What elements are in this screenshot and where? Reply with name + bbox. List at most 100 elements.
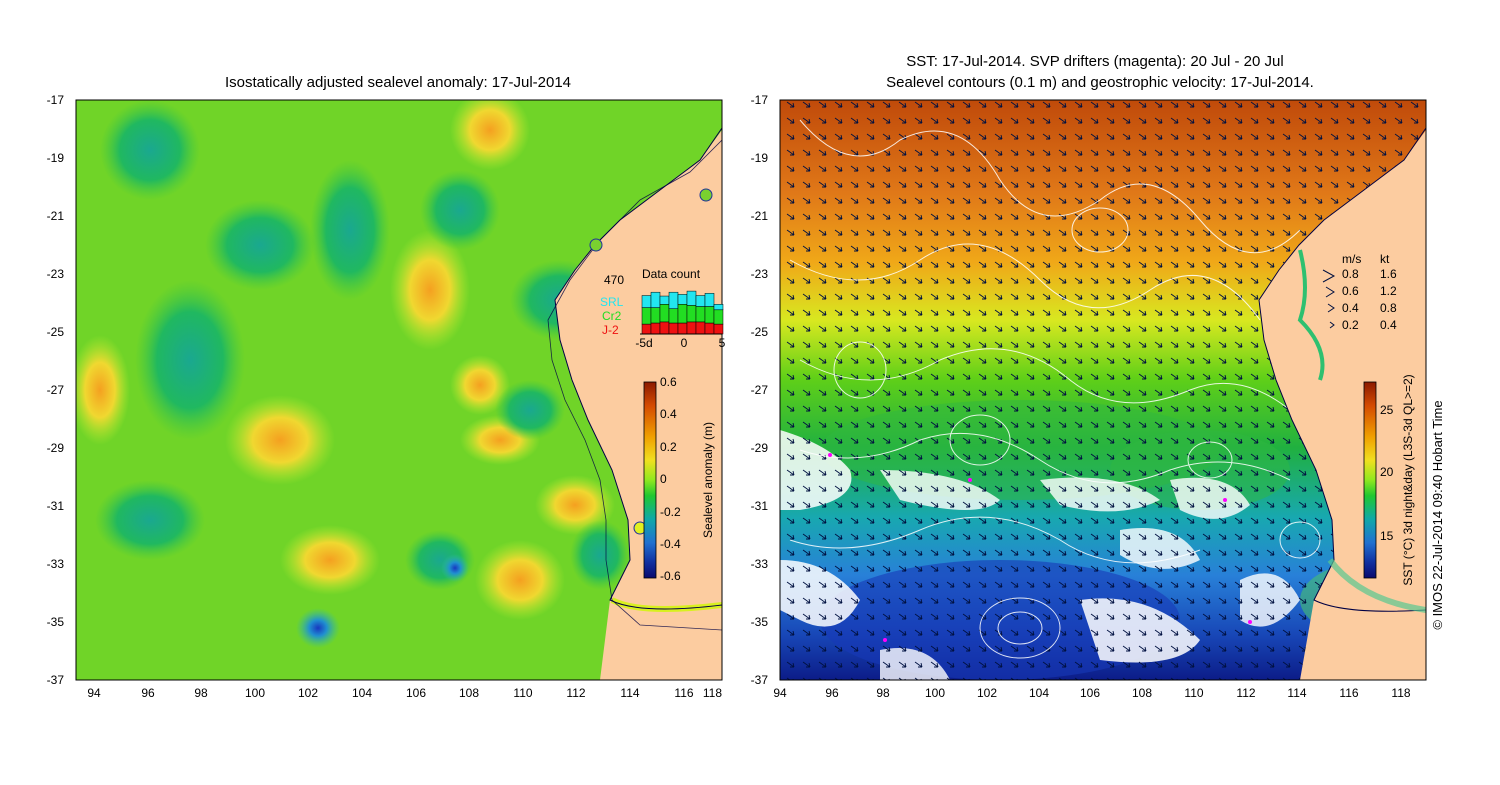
svg-text:-29: -29: [751, 441, 769, 455]
svg-text:-17: -17: [751, 93, 769, 107]
left-x-axis: 94 96 98 100 102 104 106 108 110 112 114…: [87, 686, 722, 700]
svg-text:110: 110: [513, 686, 532, 700]
data-count-inset: Data count 470 SRL Cr2 J-2 -5d 0 5: [600, 267, 726, 350]
svg-text:1.6: 1.6: [1380, 267, 1397, 281]
svg-text:-21: -21: [47, 209, 65, 223]
left-title: Isostatically adjusted sealevel anomaly:…: [225, 74, 571, 91]
data-count-max: 470: [604, 273, 624, 287]
count-bar-j2: [695, 321, 706, 335]
count-bar-srl: [686, 290, 697, 306]
count-bar-cr2: [686, 305, 697, 323]
count-bar-srl: [713, 304, 724, 311]
count-bar-srl: [650, 291, 661, 308]
svg-text:25: 25: [1380, 403, 1394, 417]
svg-text:m/s: m/s: [1342, 252, 1361, 266]
svg-text:106: 106: [1080, 686, 1100, 700]
svg-text:0.2: 0.2: [1342, 318, 1359, 332]
svg-text:102: 102: [977, 686, 997, 700]
right-colorbar: 25 20 15 SST (°C) 3d night&day (L3S-3d Q…: [1363, 374, 1415, 586]
svg-text:-33: -33: [47, 557, 65, 571]
count-bar-cr2: [659, 304, 670, 323]
count-bar-srl: [641, 295, 652, 308]
svg-text:0.6: 0.6: [1342, 284, 1359, 298]
svg-text:94: 94: [773, 686, 787, 700]
legend-j2: J-2: [602, 323, 619, 337]
svg-text:100: 100: [245, 686, 265, 700]
svg-text:0.6: 0.6: [660, 375, 677, 389]
svg-text:98: 98: [876, 686, 890, 700]
count-bar-cr2: [668, 308, 679, 324]
right-colorbar-label: SST (°C) 3d night&day (L3S-3d QL>=2): [1401, 374, 1415, 585]
svg-text:-31: -31: [47, 499, 65, 513]
count-bar-cr2: [641, 307, 652, 325]
svg-text:-19: -19: [751, 151, 769, 165]
count-bar-cr2: [695, 306, 706, 323]
svg-text:112: 112: [566, 686, 585, 700]
svg-text:-21: -21: [751, 209, 769, 223]
velocity-legend: m/s kt 0.8 1.6 0.6 1.2 0.4 0.8 0.2 0.4: [1322, 252, 1397, 332]
svg-text:106: 106: [406, 686, 426, 700]
svg-text:-27: -27: [751, 383, 769, 397]
svg-text:110: 110: [1184, 686, 1203, 700]
count-bar-j2: [650, 322, 661, 335]
count-bar-j2: [668, 322, 679, 335]
svg-text:116: 116: [674, 686, 693, 700]
svg-text:0.2: 0.2: [660, 440, 677, 454]
count-bar-srl: [695, 295, 706, 307]
svg-text:-25: -25: [47, 325, 65, 339]
svg-text:kt: kt: [1380, 252, 1390, 266]
count-bar-j2: [704, 322, 715, 335]
left-y-axis: -17 -19 -21 -23 -25 -27 -29 -31 -33 -35 …: [47, 93, 65, 687]
right-y-axis: -17 -19 -21 -23 -25 -27 -29 -31 -33 -35 …: [751, 93, 769, 687]
svg-text:-23: -23: [47, 267, 65, 281]
svg-text:-35: -35: [751, 615, 769, 629]
count-bar-cr2: [650, 307, 661, 324]
svg-text:15: 15: [1380, 529, 1394, 543]
svg-text:-19: -19: [47, 151, 65, 165]
svg-text:-33: -33: [751, 557, 769, 571]
svg-text:0.4: 0.4: [1342, 301, 1359, 315]
svg-text:-37: -37: [751, 673, 769, 687]
left-colorbar: 0.6 0.4 0.2 0 -0.2 -0.4 -0.6 Sealevel an…: [643, 375, 715, 583]
svg-text:-25: -25: [751, 325, 769, 339]
svg-text:1.2: 1.2: [1380, 284, 1397, 298]
count-bar-srl: [704, 293, 715, 307]
svg-text:104: 104: [1029, 686, 1049, 700]
svg-text:-23: -23: [751, 267, 769, 281]
count-bar-srl: [659, 295, 670, 305]
svg-text:118: 118: [1391, 686, 1410, 700]
svg-text:-27: -27: [47, 383, 65, 397]
svg-text:0.4: 0.4: [1380, 318, 1397, 332]
svg-text:0.8: 0.8: [1342, 267, 1359, 281]
left-map: [76, 100, 722, 680]
right-title-line1: SST: 17-Jul-2014. SVP drifters (magenta)…: [906, 53, 1283, 70]
svg-text:114: 114: [620, 686, 639, 700]
svg-text:104: 104: [352, 686, 372, 700]
svg-text:-0.2: -0.2: [660, 505, 681, 519]
right-title-line2: Sealevel contours (0.1 m) and geostrophi…: [886, 74, 1314, 91]
svg-text:94: 94: [87, 686, 101, 700]
svg-text:116: 116: [1339, 686, 1358, 700]
count-bar-j2: [677, 322, 688, 335]
svg-text:98: 98: [194, 686, 208, 700]
svg-text:-17: -17: [47, 93, 65, 107]
count-bar-j2: [659, 321, 670, 335]
count-bar-cr2: [713, 309, 724, 325]
svg-text:114: 114: [1287, 686, 1306, 700]
svg-text:-0.6: -0.6: [660, 569, 681, 583]
count-bar-j2: [641, 323, 652, 335]
data-count-bars: [641, 290, 724, 335]
count-axis-mid: 0: [681, 336, 688, 350]
svg-text:-37: -37: [47, 673, 65, 687]
svg-text:118: 118: [703, 686, 722, 700]
svg-text:0.4: 0.4: [660, 407, 677, 421]
svg-text:108: 108: [1132, 686, 1152, 700]
svg-text:108: 108: [459, 686, 479, 700]
count-bar-j2: [713, 323, 724, 335]
count-axis-end: 5: [719, 336, 726, 350]
svg-text:0: 0: [660, 472, 667, 486]
count-bar-cr2: [677, 304, 688, 324]
svg-text:-35: -35: [47, 615, 65, 629]
credit-text: © IMOS 22-Jul-2014 09:40 Hobart Time: [1430, 400, 1445, 629]
